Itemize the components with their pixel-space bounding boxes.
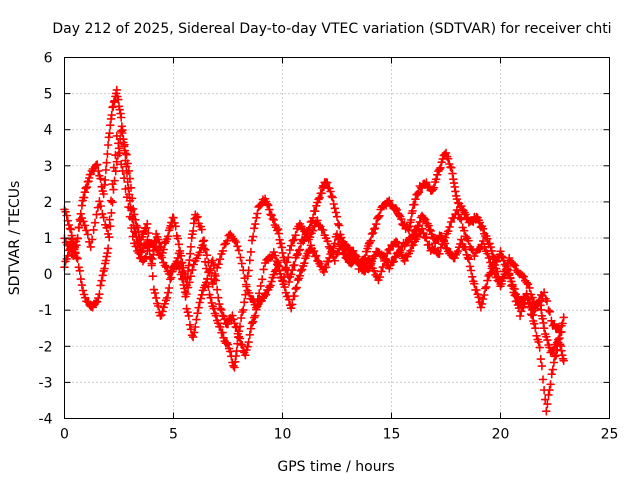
x-tick-label: 0	[60, 427, 69, 443]
tick-labels: 0 5 10 15 20 25 -4 -3 -2 -1 0 1 2 3 4 5 6	[39, 51, 619, 443]
y-tick-label: 5	[44, 87, 53, 103]
axis-ticks	[64, 57, 610, 419]
y-tick-label: -4	[39, 412, 53, 428]
y-tick-label: 6	[44, 51, 53, 67]
y-tick-label: -1	[39, 303, 53, 319]
y-axis-label: SDTVAR / TECUs	[7, 181, 23, 296]
y-tick-label: 4	[44, 123, 53, 139]
y-tick-label: -3	[39, 375, 53, 391]
x-tick-label: 20	[492, 427, 510, 443]
y-tick-label: 2	[44, 195, 53, 211]
x-tick-label: 15	[383, 427, 401, 443]
x-tick-label: 10	[274, 427, 292, 443]
y-tick-label: -2	[39, 339, 53, 355]
y-tick-label: 0	[44, 267, 53, 283]
data-series	[60, 85, 568, 416]
chart-title: Day 212 of 2025, Sidereal Day-to-day VTE…	[52, 21, 611, 37]
x-tick-label: 5	[169, 427, 178, 443]
series-markers	[60, 126, 568, 416]
x-tick-label: 25	[601, 427, 619, 443]
y-tick-label: 1	[44, 231, 53, 247]
x-axis-label: GPS time / hours	[277, 459, 394, 475]
y-tick-label: 3	[44, 159, 53, 175]
series-trace-b	[60, 126, 568, 416]
